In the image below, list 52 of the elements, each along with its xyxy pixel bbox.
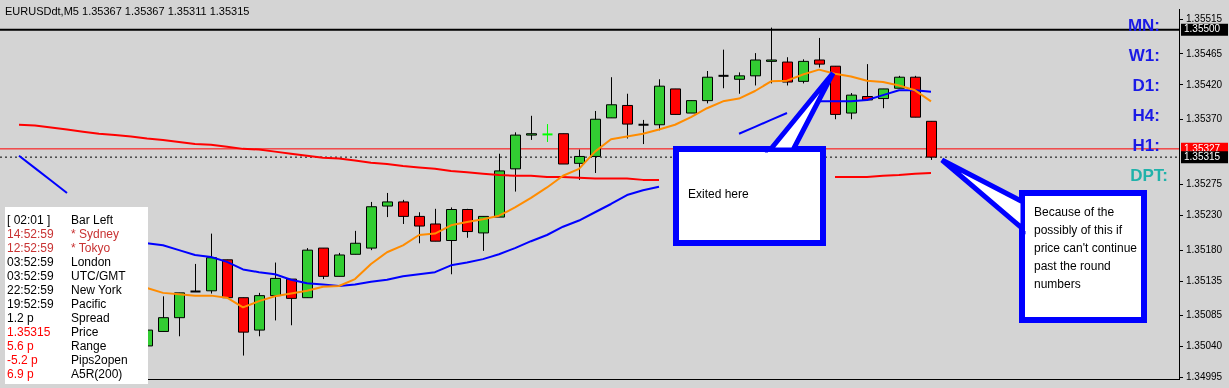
annotation: Price xyxy=(71,325,99,339)
annotation: 03:52:59 xyxy=(7,269,54,283)
candlestick xyxy=(734,71,745,95)
y-tick-label: 1.35275 xyxy=(1186,178,1223,190)
annotation: D1: xyxy=(1132,76,1160,96)
annotation: 5.6 p xyxy=(7,339,34,353)
annotation: 1.35315 xyxy=(7,325,51,339)
annotation: DPT: xyxy=(1130,166,1168,186)
annotation: A5R(200) xyxy=(71,367,123,381)
y-tick-label: 1.35370 xyxy=(1186,112,1223,124)
y-tick-label: 1.35180 xyxy=(1186,243,1223,255)
annotation: Exited here xyxy=(688,187,749,201)
annotation: H4: xyxy=(1132,106,1160,126)
chart-title: EURUSDdt,M5 1.35367 1.35367 1.35311 1.35315 xyxy=(5,5,250,17)
annotation: W1: xyxy=(1128,46,1160,66)
annotation: 1.2 p xyxy=(7,311,34,325)
annotation: 03:52:59 xyxy=(7,255,54,269)
annotation: Pips2open xyxy=(71,353,128,367)
y-tick-label: 1.35515 xyxy=(1186,13,1223,25)
ref-line-label: 1.35500 xyxy=(1184,23,1221,35)
annotation: 14:52:59 xyxy=(7,227,54,241)
candlestick xyxy=(430,208,441,242)
candlestick xyxy=(717,49,730,89)
annotation: Pacific xyxy=(71,297,107,311)
annotation: 12:52:59 xyxy=(7,241,54,255)
y-tick-label: 1.35420 xyxy=(1186,78,1223,90)
candlestick xyxy=(382,192,393,218)
annotation: New York xyxy=(71,283,122,297)
annotation: Spread xyxy=(71,311,110,325)
annotation: 19:52:59 xyxy=(7,297,54,311)
y-tick-label: 1.35230 xyxy=(1186,209,1223,221)
annotation: * Sydney xyxy=(71,227,120,241)
y-tick-label: 1.35040 xyxy=(1186,340,1223,352)
annotation: 22:52:59 xyxy=(7,283,54,297)
candlestick xyxy=(398,199,409,225)
annotation: -5.2 p xyxy=(7,353,38,367)
annotation: * Tokyo xyxy=(71,241,111,255)
y-tick-label: 1.35135 xyxy=(1186,274,1223,286)
annotation: [ 02:01 ] xyxy=(7,213,51,227)
candlestick xyxy=(637,119,650,145)
candlestick xyxy=(158,295,169,332)
candlestick xyxy=(526,115,537,141)
annotation: London xyxy=(71,255,112,269)
annotation: Range xyxy=(71,339,107,353)
annotation: 6.9 p xyxy=(7,367,34,381)
y-tick-label: 1.35085 xyxy=(1186,309,1223,321)
y-tick-label: 1.35465 xyxy=(1186,47,1223,59)
annotation: UTC/GMT xyxy=(71,269,126,283)
annotation: Bar Left xyxy=(71,213,114,227)
annotation: Because of the possibly of this if price can't continue past the round numbers xyxy=(1034,204,1138,293)
candlestick xyxy=(189,263,202,293)
y-tick-label: 1.34995 xyxy=(1186,371,1223,383)
